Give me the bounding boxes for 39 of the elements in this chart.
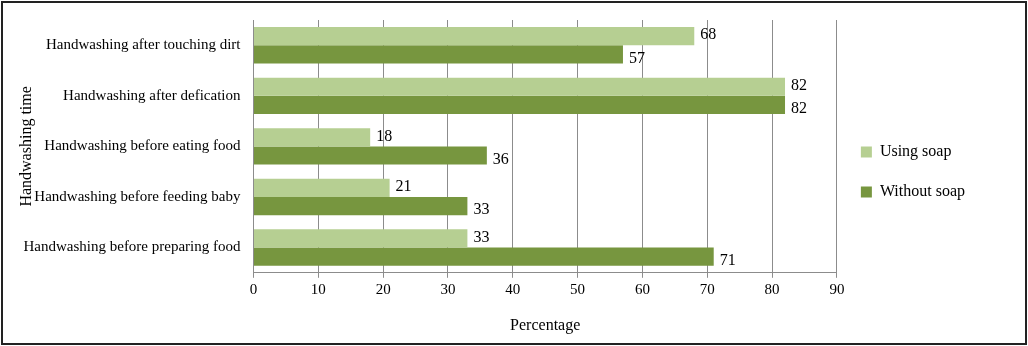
x-axis-title: Percentage: [510, 315, 581, 334]
bar: [254, 95, 786, 115]
y-tick-label: Handwashing after defication: [63, 86, 241, 103]
x-tick-label: 20: [375, 280, 391, 297]
bar: [254, 27, 695, 46]
y-tick-label: Handwashing before feeding baby: [34, 187, 241, 204]
x-tick-label: 0: [249, 280, 258, 297]
data-label: 82: [791, 75, 808, 93]
x-tick-label: 70: [699, 280, 715, 297]
x-tick-label: 10: [310, 280, 326, 297]
y-tick-label: Handwashing before eating food: [44, 137, 241, 154]
data-label: 57: [628, 48, 645, 66]
x-tick-label: 40: [505, 280, 521, 297]
bar: [254, 229, 468, 248]
data-label: 71: [719, 250, 736, 268]
bar: [254, 196, 468, 216]
legend-label: Without soap: [879, 182, 965, 201]
data-label: 68: [700, 25, 717, 43]
x-tick-label: 60: [634, 280, 650, 297]
x-tick-label: 30: [440, 280, 456, 297]
data-label: 18: [376, 126, 393, 144]
bar: [254, 45, 623, 64]
bar: [254, 178, 390, 197]
x-tick-label: 50: [570, 280, 586, 297]
bar: [254, 128, 371, 147]
bar: [254, 146, 487, 165]
data-label: 33: [473, 227, 490, 245]
x-tick-label: 80: [764, 280, 780, 297]
data-label: 21: [395, 177, 412, 195]
data-label: 36: [492, 149, 509, 167]
y-tick-label: Handwashing after touching dirt: [45, 36, 242, 53]
legend-label: Using soap: [879, 142, 952, 161]
bar: [254, 77, 786, 96]
data-label: 33: [473, 200, 490, 218]
y-tick-label: Handwashing before preparing food: [23, 238, 241, 255]
x-tick-label: 90: [829, 280, 845, 297]
data-label: 82: [791, 99, 808, 117]
bar: [254, 247, 714, 266]
y-axis-title: Handwashing time: [16, 86, 35, 207]
